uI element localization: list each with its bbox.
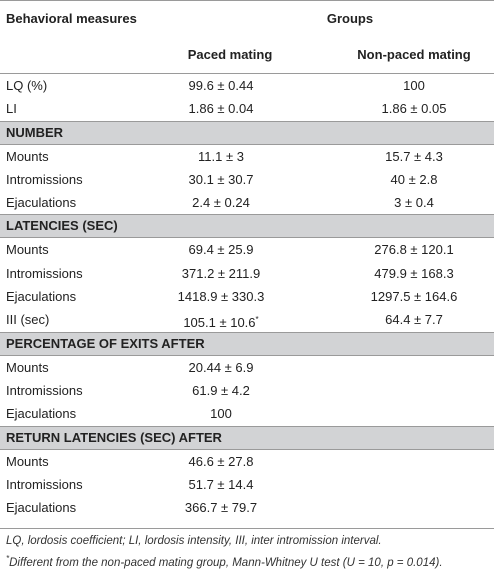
significance-mark: * <box>255 315 259 325</box>
paced-value: 61.9 ± 4.2 <box>192 382 250 398</box>
footnote-mark: * <box>6 554 10 563</box>
paced-value: 2.4 ± 0.24 <box>192 195 250 211</box>
footnote-significance-text: Different from the non-paced mating grou… <box>9 557 443 569</box>
paced-value: 105.1 ± 10.6* <box>151 308 291 334</box>
nonpaced-value: 100 <box>403 78 425 93</box>
table-row: III (sec) 105.1 ± 10.6* 64.4 ± 7.7 <box>0 308 494 331</box>
table-row: Intromissions 371.2 ± 211.9 479.9 ± 168.… <box>0 262 494 285</box>
table-bottom-rule <box>0 519 494 530</box>
section-title: RETURN LATENCIES (SEC) AFTER <box>6 429 222 445</box>
table-row: Intromissions 51.7 ± 14.4 <box>0 473 494 496</box>
row-label: Mounts <box>6 148 49 164</box>
table-row: Mounts 20.44 ± 6.9 <box>0 356 494 379</box>
table-row: Intromissions 61.9 ± 4.2 <box>0 379 494 402</box>
nonpaced-value: 479.9 ± 168.3 <box>374 265 454 281</box>
paced-value: 99.6 ± 0.44 <box>188 78 254 93</box>
paced-value: 69.4 ± 25.9 <box>188 242 254 258</box>
row-label: Intromissions <box>6 171 83 187</box>
header-non-paced-mating: Non-paced mating <box>357 47 471 62</box>
paced-value: 1.86 ± 0.04 <box>188 101 254 117</box>
section-title: LATENCIES (SEC) <box>6 218 118 234</box>
paced-value: 366.7 ± 79.7 <box>184 500 258 516</box>
table-row: Ejaculations 100 <box>0 402 494 425</box>
section-title: NUMBER <box>6 124 64 140</box>
row-label: Mounts <box>6 242 49 258</box>
table-header-row-1: Behavioral measures Groups <box>0 0 494 37</box>
row-label: Ejaculations <box>6 500 77 516</box>
section-title: PERCENTAGE OF EXITS AFTER <box>6 335 205 351</box>
paced-value: 371.2 ± 211.9 <box>181 265 261 281</box>
table-row: Mounts 46.6 ± 27.8 <box>0 450 494 473</box>
table-row: Ejaculations 366.7 ± 79.7 <box>0 496 494 519</box>
table-row: Ejaculations 1418.9 ± 330.3 1297.5 ± 164… <box>0 285 494 308</box>
section-header-exits: PERCENTAGE OF EXITS AFTER <box>0 331 494 356</box>
nonpaced-value: 15.7 ± 4.3 <box>385 148 443 164</box>
paced-value: 20.44 ± 6.9 <box>188 359 254 375</box>
nonpaced-value: 1.86 ± 0.05 <box>381 101 447 117</box>
paced-value: 51.7 ± 14.4 <box>188 476 254 492</box>
section-header-return-latencies: RETURN LATENCIES (SEC) AFTER <box>0 425 494 450</box>
table-row: Ejaculations 2.4 ± 0.24 3 ± 0.4 <box>0 191 494 214</box>
row-label: Intromissions <box>6 476 83 492</box>
table-row: LQ (%) 99.6 ± 0.44 100 <box>0 74 494 97</box>
row-label: Intromissions <box>6 265 83 281</box>
nonpaced-value: 3 ± 0.4 <box>394 195 434 211</box>
nonpaced-value: 40 ± 2.8 <box>390 171 438 187</box>
row-label: III (sec) <box>6 312 50 328</box>
row-label: Ejaculations <box>6 406 77 422</box>
table-header-row-2: Paced mating Non-paced mating <box>0 37 494 74</box>
row-label: Mounts <box>6 453 49 469</box>
row-label: Ejaculations <box>6 289 77 305</box>
nonpaced-value: 276.8 ± 120.1 <box>374 242 454 258</box>
paced-value: 30.1 ± 30.7 <box>188 171 254 187</box>
paced-value: 1418.9 ± 330.3 <box>177 289 265 305</box>
row-label: Mounts <box>6 359 49 375</box>
footnote-abbreviations: LQ, lordosis coefficient; LI, lordosis i… <box>6 535 382 547</box>
table-row: LI 1.86 ± 0.04 1.86 ± 0.05 <box>0 97 494 120</box>
table-row: Intromissions 30.1 ± 30.7 40 ± 2.8 <box>0 168 494 191</box>
nonpaced-value: 64.4 ± 7.7 <box>385 312 443 328</box>
row-label: LI <box>6 101 17 117</box>
paced-value: 11.1 ± 3 <box>198 148 244 164</box>
row-label: LQ (%) <box>6 78 48 93</box>
paced-value-text: 105.1 ± 10.6 <box>183 315 256 331</box>
paced-value: 100 <box>210 406 232 422</box>
header-paced-mating: Paced mating <box>187 47 273 62</box>
results-table: Behavioral measures Groups Paced mating … <box>0 0 494 530</box>
table-row: Mounts 11.1 ± 3 15.7 ± 4.3 <box>0 145 494 168</box>
section-header-number: NUMBER <box>0 120 494 145</box>
header-groups: Groups <box>326 11 374 26</box>
footnote-significance: *Different from the non-paced mating gro… <box>6 554 443 569</box>
header-behavioral-measures: Behavioral measures <box>6 11 137 26</box>
row-label: Ejaculations <box>6 195 77 211</box>
section-header-latencies: LATENCIES (SEC) <box>0 214 494 239</box>
table-row: Mounts 69.4 ± 25.9 276.8 ± 120.1 <box>0 238 494 261</box>
nonpaced-value: 1297.5 ± 164.6 <box>370 289 458 305</box>
row-label: Intromissions <box>6 382 83 398</box>
paced-value: 46.6 ± 27.8 <box>188 453 254 469</box>
